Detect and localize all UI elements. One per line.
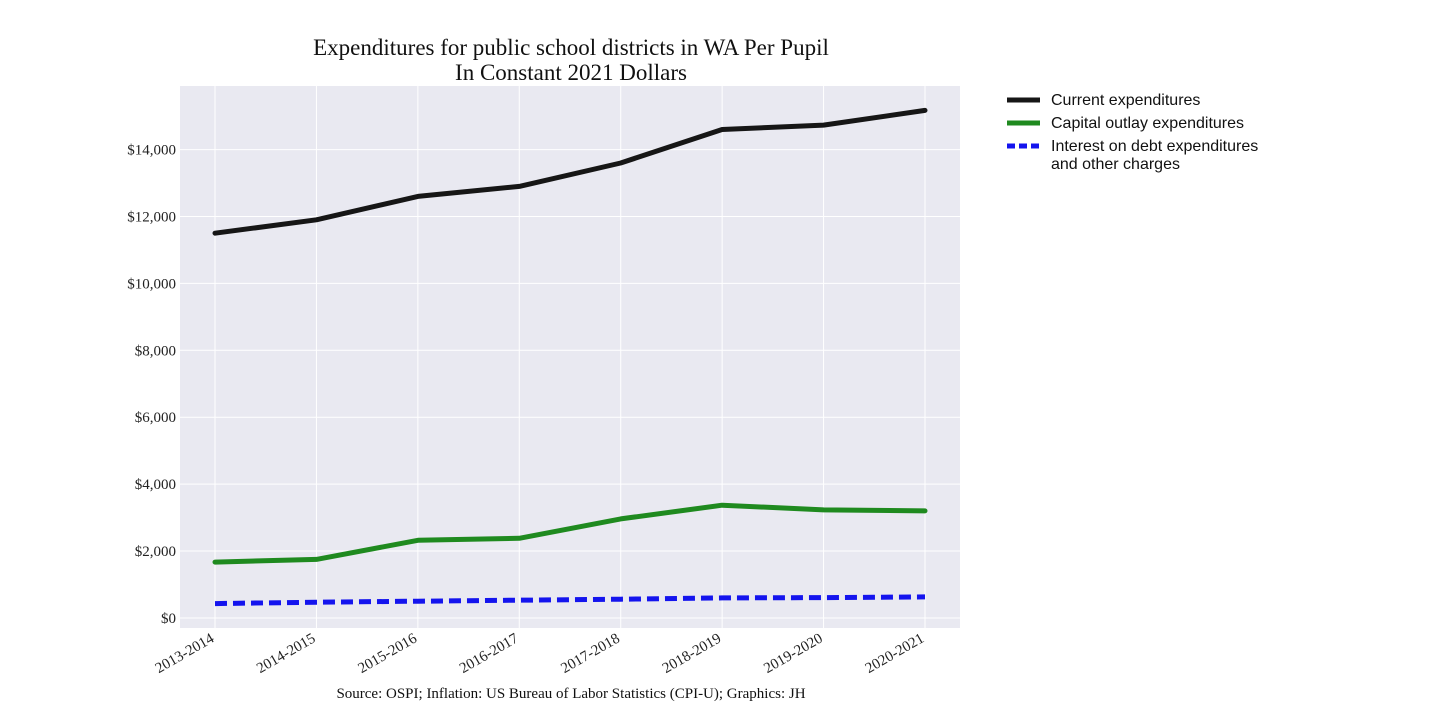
source-caption: Source: OSPI; Inflation: US Bureau of La… [336, 686, 805, 702]
x-tick-label: 2014-2015 [254, 631, 318, 677]
x-axis-ticks: 2013-2014 2014-2015 2015-2016 2016-2017 2017… [153, 630, 927, 677]
series-line-0 [212, 107, 928, 236]
chart-subtitle: In Constant 2021 Dollars [455, 60, 687, 85]
legend-label-1: Capital outlay expenditures [1051, 115, 1244, 132]
series-line-2 [214, 594, 926, 607]
x-tick-label: 2017-2018 [558, 631, 622, 677]
legend-label-2: and other charges [1051, 156, 1180, 173]
chart-title: Expenditures for public school districts… [313, 35, 829, 60]
y-tick-label: $10,000 [127, 276, 176, 292]
plot-area [180, 86, 960, 628]
y-tick-label: $14,000 [127, 143, 176, 159]
y-tick-label: $0 [161, 611, 176, 627]
y-tick-label: $4,000 [135, 477, 176, 493]
series-line-1 [212, 502, 928, 565]
x-tick-label: 2020-2021 [863, 631, 927, 677]
x-tick-label: 2018-2019 [660, 631, 724, 677]
y-axis-ticks: $0 $2,000 $4,000 $6,000 $8,000 $10,000 $12,000… [127, 143, 176, 627]
grid-lines [180, 86, 960, 628]
x-tick-label: 2019-2020 [761, 631, 825, 677]
y-tick-label: $6,000 [135, 410, 176, 426]
y-tick-label: $12,000 [127, 209, 176, 225]
x-tick-label: 2013-2014 [153, 630, 218, 677]
x-tick-label: 2016-2017 [457, 630, 522, 677]
legend: Current expenditures Capital outlay expen… [1007, 92, 1258, 173]
series-lines [212, 107, 928, 607]
y-tick-label: $2,000 [135, 544, 176, 560]
legend-label-2: Interest on debt expenditures [1051, 138, 1258, 155]
legend-label-0: Current expenditures [1051, 92, 1200, 109]
y-tick-label: $8,000 [135, 343, 176, 359]
x-tick-label: 2015-2016 [356, 630, 421, 677]
